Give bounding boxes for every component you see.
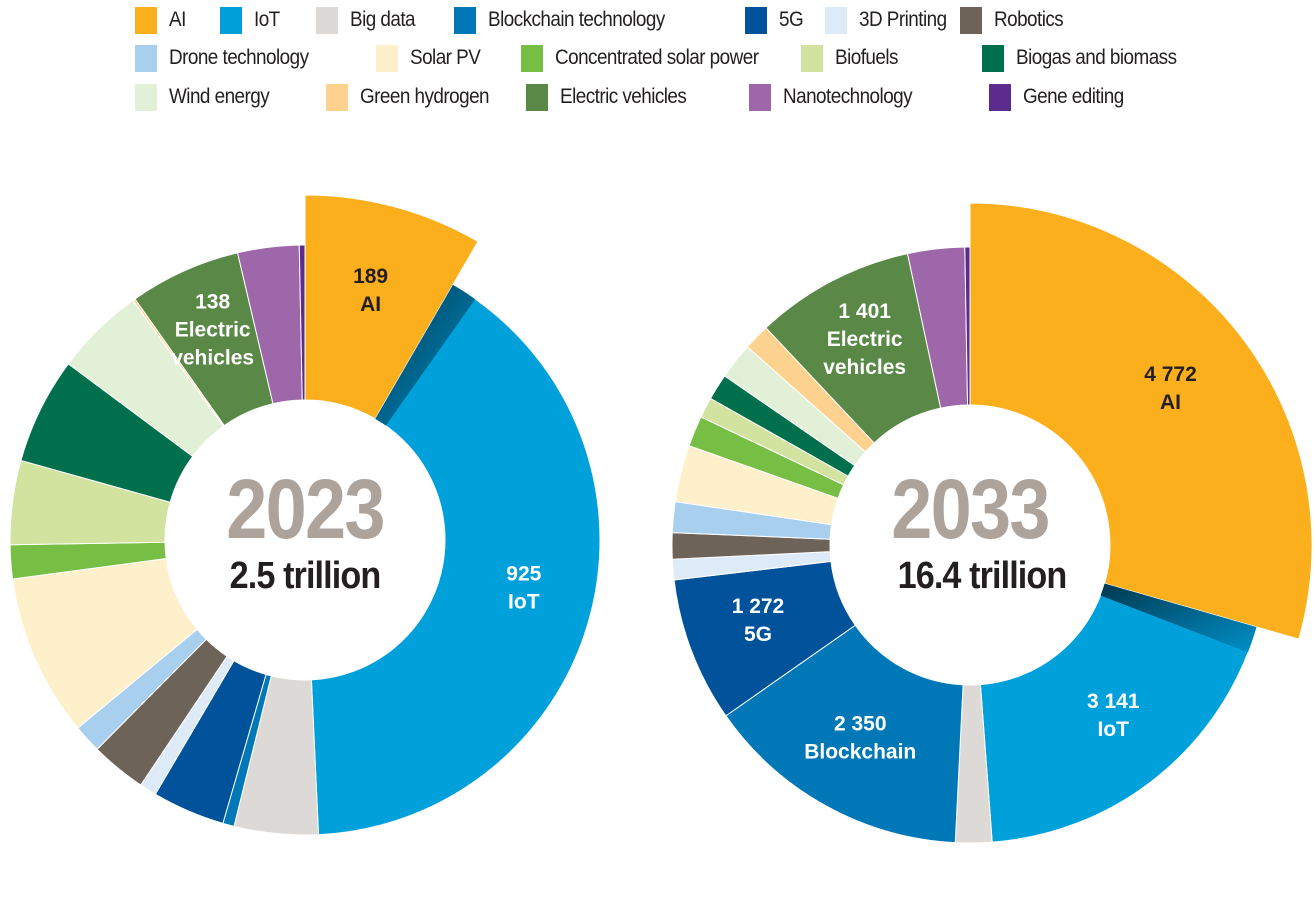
data-label-name: IoT xyxy=(508,590,540,613)
chart-subtitle: 2.5 trillion xyxy=(230,553,381,596)
data-label-name: AI xyxy=(1160,391,1181,414)
data-label-value: 189 xyxy=(353,265,388,288)
data-label: 138 Electric vehicles xyxy=(171,291,254,370)
legend-label: Drone technology xyxy=(169,46,309,69)
legend-swatch xyxy=(745,6,767,34)
legend-item: Electric vehicles xyxy=(526,83,700,111)
legend-swatch xyxy=(521,44,543,72)
data-label-name: IoT xyxy=(1098,718,1130,741)
legend-swatch xyxy=(135,83,157,111)
data-label: 4 772 AI xyxy=(1144,363,1197,414)
legend-swatch xyxy=(220,6,242,34)
data-label-name: 5G xyxy=(744,623,772,646)
data-label-name: AI xyxy=(360,293,381,316)
data-label-value: 138 xyxy=(195,291,230,314)
legend-swatch xyxy=(960,6,982,34)
legend-swatch xyxy=(376,44,398,72)
data-label: 189 AI xyxy=(353,265,388,316)
legend-label: Nanotechnology xyxy=(783,85,913,108)
donut-chart-2023: 189 AI 925 IoT 138 Electric vehicles 2023 2.5 … xyxy=(9,194,601,836)
data-label-name: Electric xyxy=(827,328,903,351)
data-label-value: 4 772 xyxy=(1144,363,1197,386)
legend-item: Biofuels xyxy=(801,44,905,72)
ai-slice-shadow xyxy=(375,284,476,426)
legend-item: Nanotechnology xyxy=(749,83,926,111)
legend-item: Biogas and biomass xyxy=(982,44,1194,72)
ai-slice-shadow xyxy=(1100,583,1257,653)
data-label: 1 401 Electric vehicles xyxy=(823,300,906,379)
legend-swatch xyxy=(825,6,847,34)
legend-item: IoT xyxy=(220,6,283,34)
legend-label: Green hydrogen xyxy=(360,85,490,108)
legend-swatch xyxy=(989,83,1011,111)
legend-label: 3D Printing xyxy=(859,8,947,31)
legend-item: Green hydrogen xyxy=(326,83,503,111)
data-label-name: Blockchain xyxy=(804,741,916,764)
slice-ai xyxy=(304,194,479,420)
slice-gene-editing xyxy=(964,246,971,406)
legend-swatch xyxy=(526,83,548,111)
legend-label: IoT xyxy=(254,8,280,31)
data-label-value: 2 350 xyxy=(834,713,887,736)
slice-blockchain-technology xyxy=(725,624,964,844)
legend-swatch xyxy=(326,83,348,111)
legend: AI IoT Big data Blockchain technology 5G… xyxy=(0,0,1316,120)
data-label: 3 141 IoT xyxy=(1087,690,1140,741)
data-label-name: Electric xyxy=(175,319,251,342)
legend-label: Wind energy xyxy=(169,85,270,108)
donut-chart-2033: 4 772 AI 3 141 IoT 2 350 Blockchain 1 272 5G 1 4… xyxy=(671,202,1313,844)
chart-title: 2033 xyxy=(891,462,1048,556)
legend-item: Big data xyxy=(316,6,422,34)
legend-label: Concentrated solar power xyxy=(555,46,759,69)
legend-swatch xyxy=(454,6,476,34)
legend-item: Wind energy xyxy=(135,83,280,111)
legend-item: 3D Printing xyxy=(825,6,956,34)
legend-item: Drone technology xyxy=(135,44,324,72)
legend-label: Biogas and biomass xyxy=(1016,46,1177,69)
data-label: 1 272 5G xyxy=(732,595,785,646)
legend-item: Blockchain technology xyxy=(454,6,684,34)
data-label-value: 1 401 xyxy=(838,300,891,323)
slice-gene-editing xyxy=(298,244,306,401)
legend-label: Solar PV xyxy=(410,46,481,69)
data-label-name: vehicles xyxy=(823,356,906,379)
legend-swatch xyxy=(982,44,1004,72)
data-label-value: 3 141 xyxy=(1087,690,1140,713)
data-label-value: 925 xyxy=(506,562,541,585)
legend-item: 5G xyxy=(745,6,806,34)
legend-item: Gene editing xyxy=(989,83,1135,111)
slice-iot xyxy=(979,582,1258,843)
legend-item: Solar PV xyxy=(376,44,488,72)
legend-item: Robotics xyxy=(960,6,1071,34)
chart-subtitle: 16.4 trillion xyxy=(898,553,1067,596)
data-label: 2 350 Blockchain xyxy=(804,713,916,764)
legend-label: 5G xyxy=(779,8,804,31)
legend-swatch xyxy=(135,6,157,34)
legend-label: Gene editing xyxy=(1023,85,1124,108)
data-label: 925 IoT xyxy=(506,562,541,613)
data-label-name: vehicles xyxy=(171,347,254,370)
legend-swatch xyxy=(135,44,157,72)
legend-label: Big data xyxy=(350,8,416,31)
legend-label: AI xyxy=(169,8,186,31)
legend-label: Electric vehicles xyxy=(560,85,687,108)
slice-ai xyxy=(969,202,1313,640)
chart-title: 2023 xyxy=(226,462,383,556)
legend-swatch xyxy=(801,44,823,72)
legend-swatch xyxy=(316,6,338,34)
legend-item: Concentrated solar power xyxy=(521,44,781,72)
legend-swatch xyxy=(749,83,771,111)
legend-label: Biofuels xyxy=(835,46,898,69)
legend-label: Robotics xyxy=(994,8,1064,31)
data-label-value: 1 272 xyxy=(732,595,785,618)
legend-item: AI xyxy=(135,6,188,34)
legend-label: Blockchain technology xyxy=(488,8,665,31)
